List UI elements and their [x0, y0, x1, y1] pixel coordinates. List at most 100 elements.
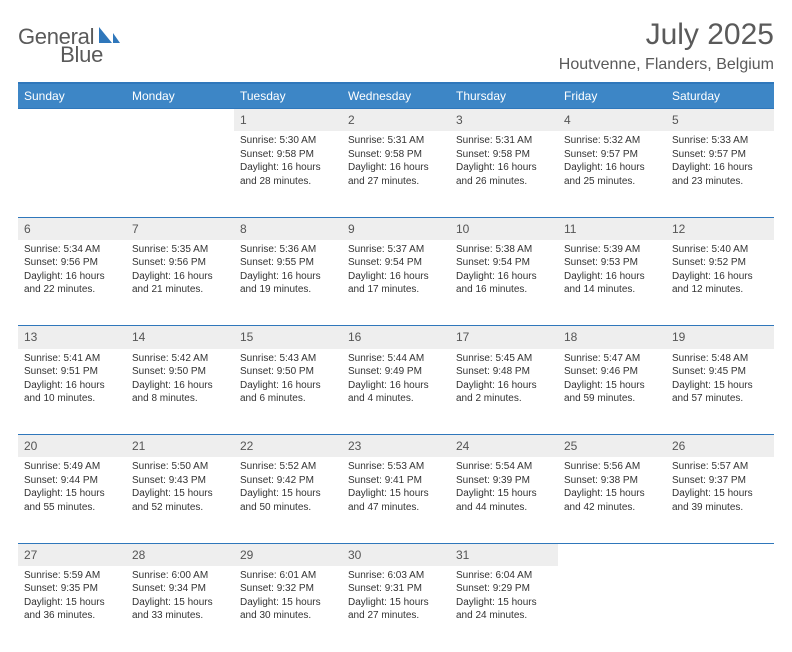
daylight-line: Daylight: 16 hours and 21 minutes. — [132, 270, 228, 297]
day-cell-number: 9 — [342, 217, 450, 240]
day-cell-body: Sunrise: 5:48 AMSunset: 9:45 PMDaylight:… — [666, 349, 774, 435]
daylight-line: Daylight: 16 hours and 8 minutes. — [132, 379, 228, 406]
daylight-line: Daylight: 16 hours and 12 minutes. — [672, 270, 768, 297]
daylight-line: Daylight: 16 hours and 27 minutes. — [348, 161, 444, 188]
sunset-line: Sunset: 9:57 PM — [564, 148, 660, 162]
day-cell-body: Sunrise: 5:49 AMSunset: 9:44 PMDaylight:… — [18, 457, 126, 543]
day-cell-body: Sunrise: 5:56 AMSunset: 9:38 PMDaylight:… — [558, 457, 666, 543]
day-number: 23 — [342, 435, 450, 457]
sunset-line: Sunset: 9:58 PM — [348, 148, 444, 162]
daylight-line: Daylight: 15 hours and 55 minutes. — [24, 487, 120, 514]
day-number: 19 — [666, 326, 774, 348]
day-cell-body: Sunrise: 5:54 AMSunset: 9:39 PMDaylight:… — [450, 457, 558, 543]
day-cell-number — [558, 543, 666, 566]
day-cell-number: 12 — [666, 217, 774, 240]
day-number: 17 — [450, 326, 558, 348]
sunset-line: Sunset: 9:29 PM — [456, 582, 552, 596]
daylight-line: Daylight: 15 hours and 50 minutes. — [240, 487, 336, 514]
day-number: 21 — [126, 435, 234, 457]
day-number: 2 — [342, 109, 450, 131]
day-cell-body: Sunrise: 5:38 AMSunset: 9:54 PMDaylight:… — [450, 240, 558, 326]
calendar-daynum-row: 13141516171819 — [18, 326, 774, 349]
day-cell-body: Sunrise: 5:33 AMSunset: 9:57 PMDaylight:… — [666, 131, 774, 217]
sunrise-line: Sunrise: 5:42 AM — [132, 352, 228, 366]
sunset-line: Sunset: 9:32 PM — [240, 582, 336, 596]
day-cell-number: 15 — [234, 326, 342, 349]
calendar-daynum-row: 12345 — [18, 109, 774, 132]
calendar-daybody-row: Sunrise: 5:41 AMSunset: 9:51 PMDaylight:… — [18, 349, 774, 435]
sunrise-line: Sunrise: 5:35 AM — [132, 243, 228, 257]
day-number: 18 — [558, 326, 666, 348]
day-cell-body: Sunrise: 5:36 AMSunset: 9:55 PMDaylight:… — [234, 240, 342, 326]
sunset-line: Sunset: 9:42 PM — [240, 474, 336, 488]
sunrise-line: Sunrise: 5:33 AM — [672, 134, 768, 148]
sunset-line: Sunset: 9:53 PM — [564, 256, 660, 270]
day-cell-body: Sunrise: 5:41 AMSunset: 9:51 PMDaylight:… — [18, 349, 126, 435]
sunset-line: Sunset: 9:57 PM — [672, 148, 768, 162]
day-cell-number: 1 — [234, 109, 342, 132]
calendar-daynum-row: 2728293031 — [18, 543, 774, 566]
day-cell-number: 13 — [18, 326, 126, 349]
day-cell-number — [666, 543, 774, 566]
day-number: 3 — [450, 109, 558, 131]
day-cell-body — [126, 131, 234, 217]
location-subtitle: Houtvenne, Flanders, Belgium — [559, 56, 774, 74]
daylight-line: Daylight: 15 hours and 42 minutes. — [564, 487, 660, 514]
day-cell-number: 25 — [558, 435, 666, 458]
day-cell-number — [18, 109, 126, 132]
day-number: 16 — [342, 326, 450, 348]
day-cell-number: 28 — [126, 543, 234, 566]
day-number: 6 — [18, 218, 126, 240]
day-cell-number: 30 — [342, 543, 450, 566]
sunrise-line: Sunrise: 5:57 AM — [672, 460, 768, 474]
day-cell-body: Sunrise: 5:47 AMSunset: 9:46 PMDaylight:… — [558, 349, 666, 435]
sunset-line: Sunset: 9:56 PM — [24, 256, 120, 270]
calendar-daybody-row: Sunrise: 5:49 AMSunset: 9:44 PMDaylight:… — [18, 457, 774, 543]
sunset-line: Sunset: 9:54 PM — [456, 256, 552, 270]
day-cell-number: 4 — [558, 109, 666, 132]
day-cell-body: Sunrise: 5:40 AMSunset: 9:52 PMDaylight:… — [666, 240, 774, 326]
weekday-header-row: SundayMondayTuesdayWednesdayThursdayFrid… — [18, 83, 774, 109]
sunset-line: Sunset: 9:34 PM — [132, 582, 228, 596]
day-cell-body: Sunrise: 5:30 AMSunset: 9:58 PMDaylight:… — [234, 131, 342, 217]
sunrise-line: Sunrise: 5:50 AM — [132, 460, 228, 474]
page-title: July 2025 — [559, 18, 774, 52]
day-number: 15 — [234, 326, 342, 348]
day-cell-body — [558, 566, 666, 652]
sunrise-line: Sunrise: 5:31 AM — [348, 134, 444, 148]
day-number: 10 — [450, 218, 558, 240]
sunset-line: Sunset: 9:43 PM — [132, 474, 228, 488]
day-number: 26 — [666, 435, 774, 457]
day-cell-number: 20 — [18, 435, 126, 458]
sunrise-line: Sunrise: 5:47 AM — [564, 352, 660, 366]
day-cell-body: Sunrise: 6:03 AMSunset: 9:31 PMDaylight:… — [342, 566, 450, 652]
day-cell-body: Sunrise: 6:04 AMSunset: 9:29 PMDaylight:… — [450, 566, 558, 652]
daylight-line: Daylight: 15 hours and 36 minutes. — [24, 596, 120, 623]
sunrise-line: Sunrise: 6:01 AM — [240, 569, 336, 583]
calendar-daybody-row: Sunrise: 5:59 AMSunset: 9:35 PMDaylight:… — [18, 566, 774, 652]
sunset-line: Sunset: 9:52 PM — [672, 256, 768, 270]
day-cell-number: 14 — [126, 326, 234, 349]
day-number — [18, 109, 126, 129]
calendar-daybody-row: Sunrise: 5:30 AMSunset: 9:58 PMDaylight:… — [18, 131, 774, 217]
day-number: 29 — [234, 544, 342, 566]
sunrise-line: Sunrise: 6:04 AM — [456, 569, 552, 583]
day-number — [126, 109, 234, 129]
day-number: 13 — [18, 326, 126, 348]
sunrise-line: Sunrise: 5:34 AM — [24, 243, 120, 257]
day-cell-body: Sunrise: 5:35 AMSunset: 9:56 PMDaylight:… — [126, 240, 234, 326]
day-number: 7 — [126, 218, 234, 240]
calendar-table: SundayMondayTuesdayWednesdayThursdayFrid… — [18, 82, 774, 652]
day-number: 5 — [666, 109, 774, 131]
day-cell-number: 26 — [666, 435, 774, 458]
day-cell-number — [126, 109, 234, 132]
sunrise-line: Sunrise: 5:52 AM — [240, 460, 336, 474]
sunrise-line: Sunrise: 5:30 AM — [240, 134, 336, 148]
sunset-line: Sunset: 9:50 PM — [240, 365, 336, 379]
daylight-line: Daylight: 16 hours and 25 minutes. — [564, 161, 660, 188]
calendar-daybody-row: Sunrise: 5:34 AMSunset: 9:56 PM Daylight:… — [18, 240, 774, 326]
sunrise-line: Sunrise: 5:53 AM — [348, 460, 444, 474]
sunrise-line: Sunrise: 5:37 AM — [348, 243, 444, 257]
day-number: 9 — [342, 218, 450, 240]
day-number: 8 — [234, 218, 342, 240]
